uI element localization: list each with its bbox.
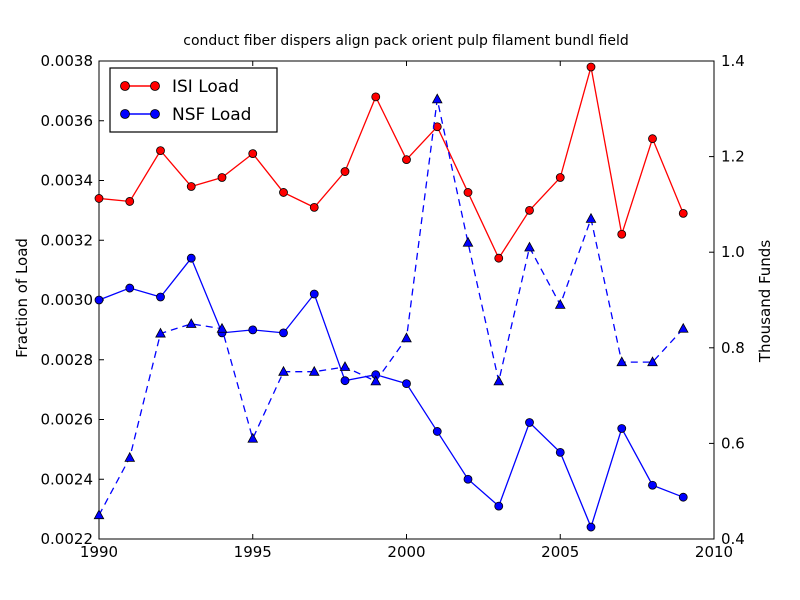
series-right-axis-series-marker (677, 322, 689, 333)
series-right-axis-series-marker (247, 432, 259, 443)
series-right-axis-series-marker (185, 318, 197, 328)
plot-border (98, 60, 715, 540)
series-right-axis-series-marker (308, 365, 320, 376)
x-tick-label: 2000 (387, 543, 425, 561)
series-right-axis-series-marker (155, 327, 166, 338)
series-right-axis-series-marker (462, 236, 474, 247)
series-nsf-load-marker (340, 376, 350, 386)
series-right-axis-series-marker (278, 365, 289, 376)
y-left-tick-label: 0.0032 (41, 231, 94, 249)
y-left-tick-label: 0.0022 (41, 530, 94, 548)
legend-entry-marker (150, 109, 160, 119)
series-right-axis-series-marker (554, 298, 566, 309)
series-nsf-load-marker (309, 289, 319, 299)
legend-box (109, 67, 278, 133)
series-nsf-load-marker (586, 522, 596, 532)
series-nsf-load-marker (678, 492, 688, 502)
series-right-axis-series-marker (493, 375, 505, 386)
plot-area: 1990 1995 2000 2005 2010 0.0022 0.0024 0.0026 0.… (41, 52, 745, 561)
x-tick-label: 1995 (234, 543, 272, 561)
series-isi-load-marker (371, 92, 381, 102)
legend-entry-marker (150, 81, 160, 91)
series-isi-load-marker (555, 173, 565, 182)
series-nsf-load-marker (186, 253, 196, 263)
series-isi-load-marker (340, 167, 350, 176)
y-left-tick-label: 0.0034 (41, 172, 94, 190)
x-tick-label: 1990 (80, 543, 118, 561)
left-axis-label: Fraction of Load (13, 238, 31, 358)
y-left-tick-label: 0.0036 (41, 112, 94, 130)
series-nsf-load-marker (248, 325, 258, 335)
y-left-tick-label: 0.0026 (41, 411, 94, 429)
chart-title: conduct fiber dispers align pack orient … (183, 33, 628, 49)
series-nsf-load-marker (432, 427, 442, 436)
series-isi-load-line (98, 66, 684, 260)
series-isi-load-marker (156, 146, 165, 156)
series-nsf-load-marker (402, 379, 411, 389)
series-right-axis-series-marker (93, 509, 105, 520)
series-right-axis-series-line (98, 99, 684, 516)
series-isi-load-marker (125, 197, 135, 206)
series-isi-load-marker (186, 182, 196, 191)
series-right-axis-series-marker (401, 332, 412, 343)
series-isi-load-marker (463, 188, 473, 197)
series-right-axis-series-marker (216, 322, 228, 333)
y-right-tick-label: 0.4 (721, 530, 745, 548)
right-axis-label: Thousand Funds (756, 240, 774, 363)
y-right-tick-label: 1.0 (721, 243, 745, 261)
series-nsf-load-marker (125, 283, 135, 293)
y-right-tick-label: 0.8 (721, 339, 745, 357)
series-isi-load-marker (402, 155, 411, 164)
series-isi-load-marker (617, 229, 627, 239)
series-isi-load-marker (586, 62, 596, 72)
series-nsf-load-marker (279, 328, 288, 338)
y-left-tick-label: 0.0038 (41, 52, 94, 70)
series-isi-load-marker (494, 253, 504, 263)
series-isi-load-marker (248, 149, 258, 159)
series-nsf-load-line (98, 256, 684, 529)
series-isi-load-marker (309, 202, 319, 212)
y-right-tick-label: 0.6 (721, 434, 745, 452)
series-nsf-load-marker (156, 292, 165, 302)
series-right-axis-series-marker (124, 451, 136, 462)
y-left-tick-label: 0.0028 (41, 351, 94, 369)
y-right-tick-label: 1.4 (721, 52, 745, 70)
x-tick-label: 2005 (541, 543, 579, 561)
series-nsf-load-marker (94, 295, 104, 305)
series-isi-load-marker (94, 194, 104, 203)
series-isi-load-marker (678, 208, 688, 218)
series-isi-load-marker (648, 134, 657, 144)
series-right-axis-series-marker (647, 356, 658, 367)
series-right-axis-series-marker (339, 361, 351, 371)
legend-entry-label: ISI Load (172, 77, 239, 97)
series-right-axis-series-marker (585, 212, 597, 223)
series-right-axis-series-marker (524, 241, 535, 252)
series-right-axis-series-marker (370, 375, 382, 386)
y-left-tick-label: 0.0030 (41, 291, 94, 309)
series-nsf-load-marker (555, 447, 565, 457)
series-nsf-load-marker (463, 474, 473, 484)
series-right-axis-series-marker (431, 93, 443, 104)
legend-entry-label: NSF Load (172, 105, 251, 125)
legend-entry-marker (120, 109, 130, 119)
series-isi-load-marker (279, 188, 288, 197)
series-isi-load-marker (217, 173, 227, 182)
series-nsf-load-marker (494, 501, 504, 511)
series-isi-load-marker (525, 205, 534, 215)
y-left-tick-label: 0.0024 (41, 470, 94, 488)
series-nsf-load-marker (648, 480, 657, 490)
legend-entry-marker (120, 81, 130, 91)
series-nsf-load-marker (525, 418, 534, 427)
y-right-tick-label: 1.2 (721, 148, 745, 166)
x-tick-label: 2010 (695, 543, 733, 561)
series-nsf-load-marker (617, 424, 627, 433)
series-right-axis-series-marker (616, 356, 628, 367)
